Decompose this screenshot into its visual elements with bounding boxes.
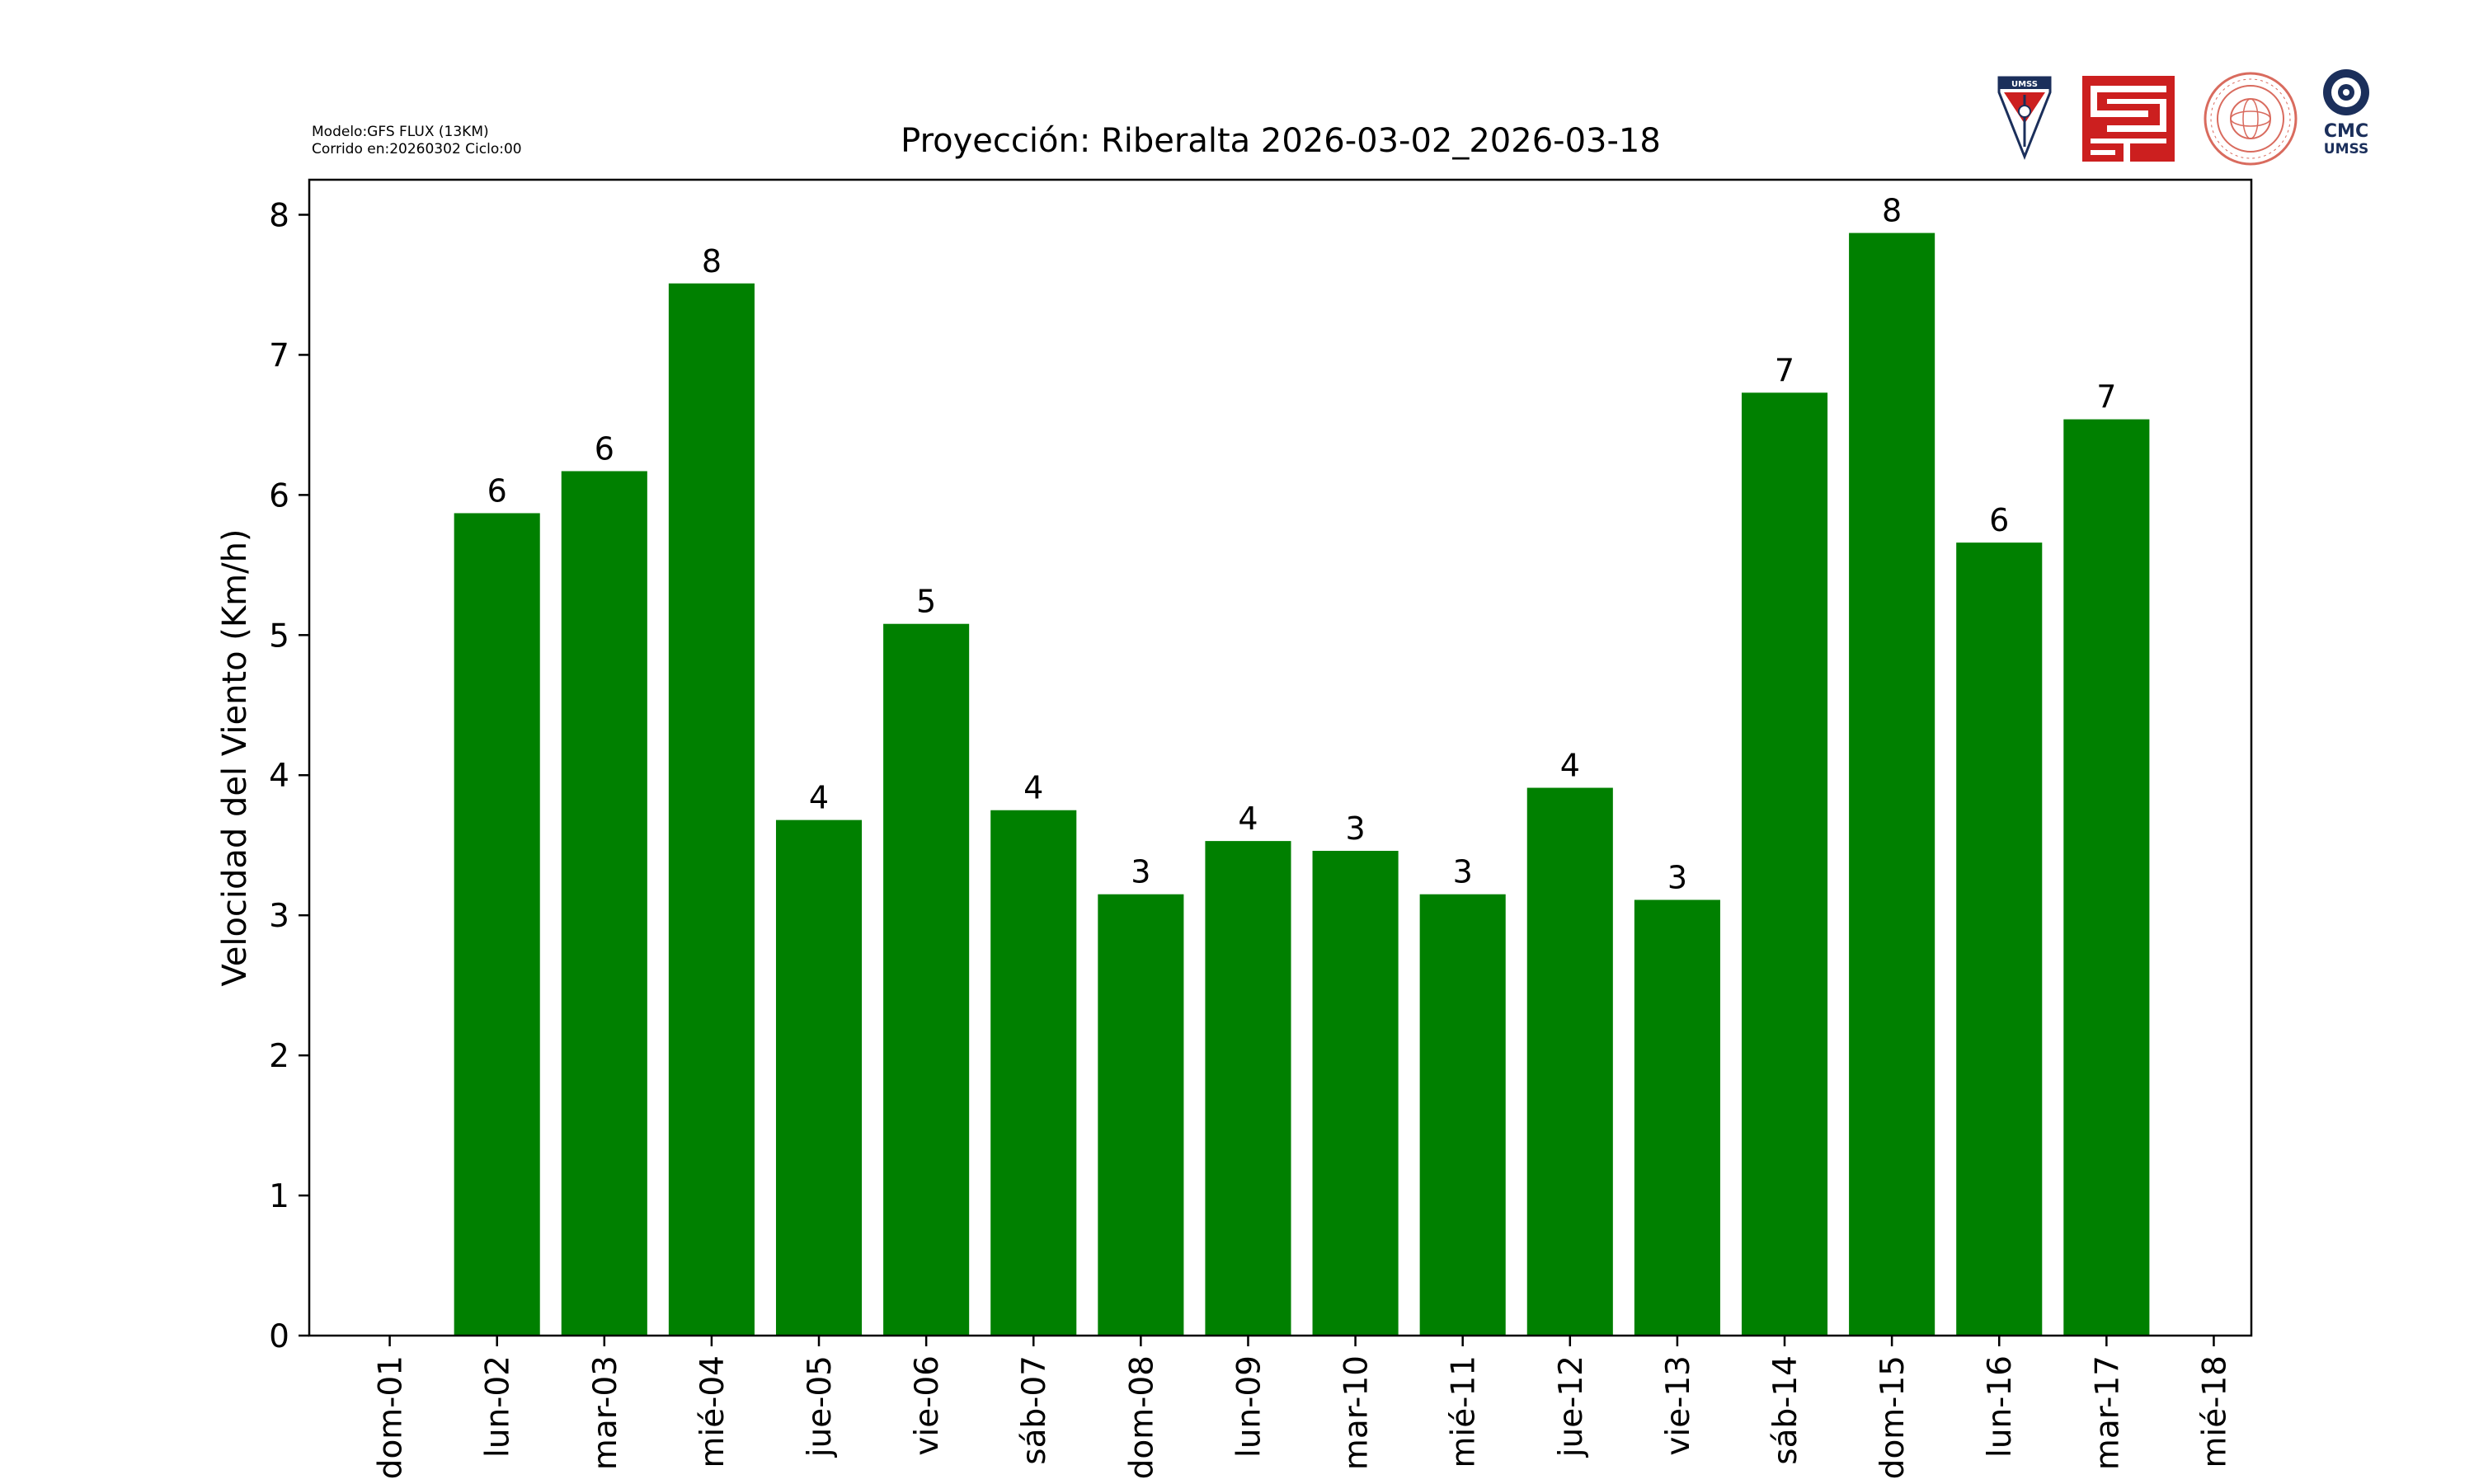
bar <box>1205 841 1291 1336</box>
x-tick-label: dom-08 <box>1123 1355 1160 1479</box>
x-tick-label: jue-12 <box>1553 1355 1590 1458</box>
bar-data-label: 4 <box>1560 748 1580 784</box>
bar-data-label: 3 <box>1453 854 1473 890</box>
y-tick-label: 3 <box>269 898 289 935</box>
bar <box>883 623 970 1336</box>
axes-layer: 0 1 2 3 4 5 6 7 8 dom-01 lun-02 mar-03 mié-04 jue-05 v… <box>269 178 2253 1479</box>
bar-data-label: 8 <box>702 243 722 279</box>
run-line: Corrido en:20260302 Ciclo:00 <box>312 141 522 157</box>
bar-data-label: 7 <box>1775 352 1794 388</box>
bar <box>2063 419 2150 1336</box>
bar <box>1526 787 1613 1336</box>
x-tick-label: dom-15 <box>1874 1355 1912 1479</box>
x-tick-label: jue-05 <box>802 1355 839 1458</box>
x-tick-label: sáb-14 <box>1767 1355 1804 1465</box>
x-tick-label: mié-04 <box>694 1355 731 1468</box>
bar-data-label: 8 <box>1882 193 1902 229</box>
x-tick-label: mar-17 <box>2089 1355 2126 1470</box>
y-tick-label: 6 <box>269 477 289 514</box>
x-tick-label: mar-03 <box>587 1355 624 1470</box>
bar <box>1956 542 2043 1336</box>
y-tick-label: 7 <box>269 337 289 374</box>
y-tick-label: 1 <box>269 1178 289 1215</box>
bar-data-label: 4 <box>809 780 829 816</box>
x-tick-label: mié-18 <box>2196 1355 2233 1468</box>
bar <box>1741 392 1828 1336</box>
bar-data-label: 3 <box>1131 854 1150 890</box>
chart-title: Proyección: Riberalta 2026-03-02_2026-03… <box>901 122 1661 160</box>
bar-data-label: 6 <box>1989 502 2009 538</box>
bar <box>1312 851 1399 1336</box>
y-tick-label: 0 <box>269 1318 289 1355</box>
bar-data-label: 3 <box>1667 859 1687 895</box>
bars-layer <box>454 232 2150 1336</box>
y-tick-label: 5 <box>269 618 289 655</box>
bar <box>668 283 755 1336</box>
y-axis-label: Velocidad del Viento (Km/h) <box>216 528 254 986</box>
bar <box>990 810 1077 1336</box>
department-maze-logo <box>2082 76 2175 162</box>
bar-data-label: 6 <box>487 472 507 509</box>
bar <box>1849 232 1935 1336</box>
cmc-logo-subtext: UMSS <box>2324 141 2368 157</box>
model-line: Modelo:GFS FLUX (13KM) <box>312 124 489 140</box>
bar-data-label: 4 <box>1023 770 1043 806</box>
bar <box>1634 899 1720 1336</box>
model-info: Modelo:GFS FLUX (13KM) Corrido en:202603… <box>312 124 522 158</box>
x-tick-label: lun-02 <box>480 1355 517 1458</box>
bar-data-label: 5 <box>916 584 936 620</box>
data-labels-layer: 6 6 8 4 5 4 3 4 3 3 4 3 7 8 6 7 <box>487 193 2117 896</box>
cmc-umss-logo: CMC UMSS <box>2323 69 2369 157</box>
x-tick-label: mar-10 <box>1338 1355 1376 1470</box>
cmc-logo-text: CMC <box>2324 121 2368 142</box>
bar-data-label: 7 <box>2096 379 2116 416</box>
bar <box>454 513 540 1336</box>
y-tick-label: 4 <box>269 758 289 795</box>
bar <box>1419 894 1506 1336</box>
bar-data-label: 4 <box>1238 801 1258 837</box>
y-tick-label: 8 <box>269 197 289 234</box>
x-tick-label: vie-13 <box>1660 1355 1697 1456</box>
x-tick-label: mié-11 <box>1446 1355 1483 1468</box>
bar <box>775 819 863 1336</box>
bar <box>561 471 647 1336</box>
x-tick-label: vie-06 <box>909 1355 946 1456</box>
x-tick-label: lun-16 <box>1982 1355 2019 1458</box>
circular-seal-logo <box>2204 72 2298 166</box>
bar <box>1098 894 1184 1336</box>
x-tick-label: sáb-07 <box>1016 1355 1053 1465</box>
x-tick-label: dom-01 <box>373 1355 410 1479</box>
x-tick-label: lun-09 <box>1230 1355 1268 1458</box>
y-tick-label: 2 <box>269 1038 289 1075</box>
umss-shield-logo: UMSS <box>1997 76 2052 161</box>
bar-data-label: 6 <box>595 430 614 467</box>
plot-frame <box>308 178 2253 1337</box>
bar-data-label: 3 <box>1345 810 1365 847</box>
umss-logo-text: UMSS <box>2011 80 2038 89</box>
